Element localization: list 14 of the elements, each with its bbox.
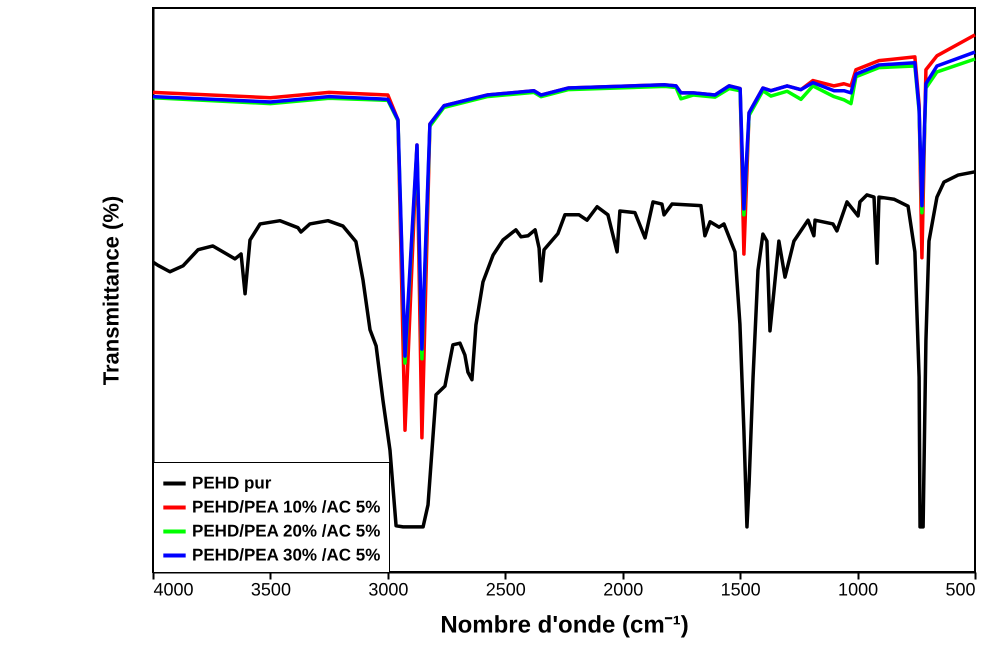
x-tick-label: 1000 <box>838 580 878 600</box>
x-tick-label: 3500 <box>250 580 291 600</box>
x-tick-label: 2500 <box>486 580 526 600</box>
legend-label: PEHD/PEA 10% /AC 5% <box>192 498 380 516</box>
x-tick-label: 2000 <box>603 580 644 600</box>
legend-label: PEHD pur <box>192 474 272 492</box>
x-axis-title: Nombre d'onde (cm⁻¹) <box>440 612 689 638</box>
x-tick-label: 1500 <box>720 580 761 600</box>
legend-label: PEHD/PEA 20% /AC 5% <box>192 522 380 540</box>
y-axis-title: Transmittance (%) <box>98 196 124 386</box>
x-tick-label: 500 <box>945 580 976 600</box>
x-tick-label: 3000 <box>368 580 408 600</box>
x-tick-label: 4000 <box>154 580 194 600</box>
legend-label: PEHD/PEA 30% /AC 5% <box>192 546 380 564</box>
